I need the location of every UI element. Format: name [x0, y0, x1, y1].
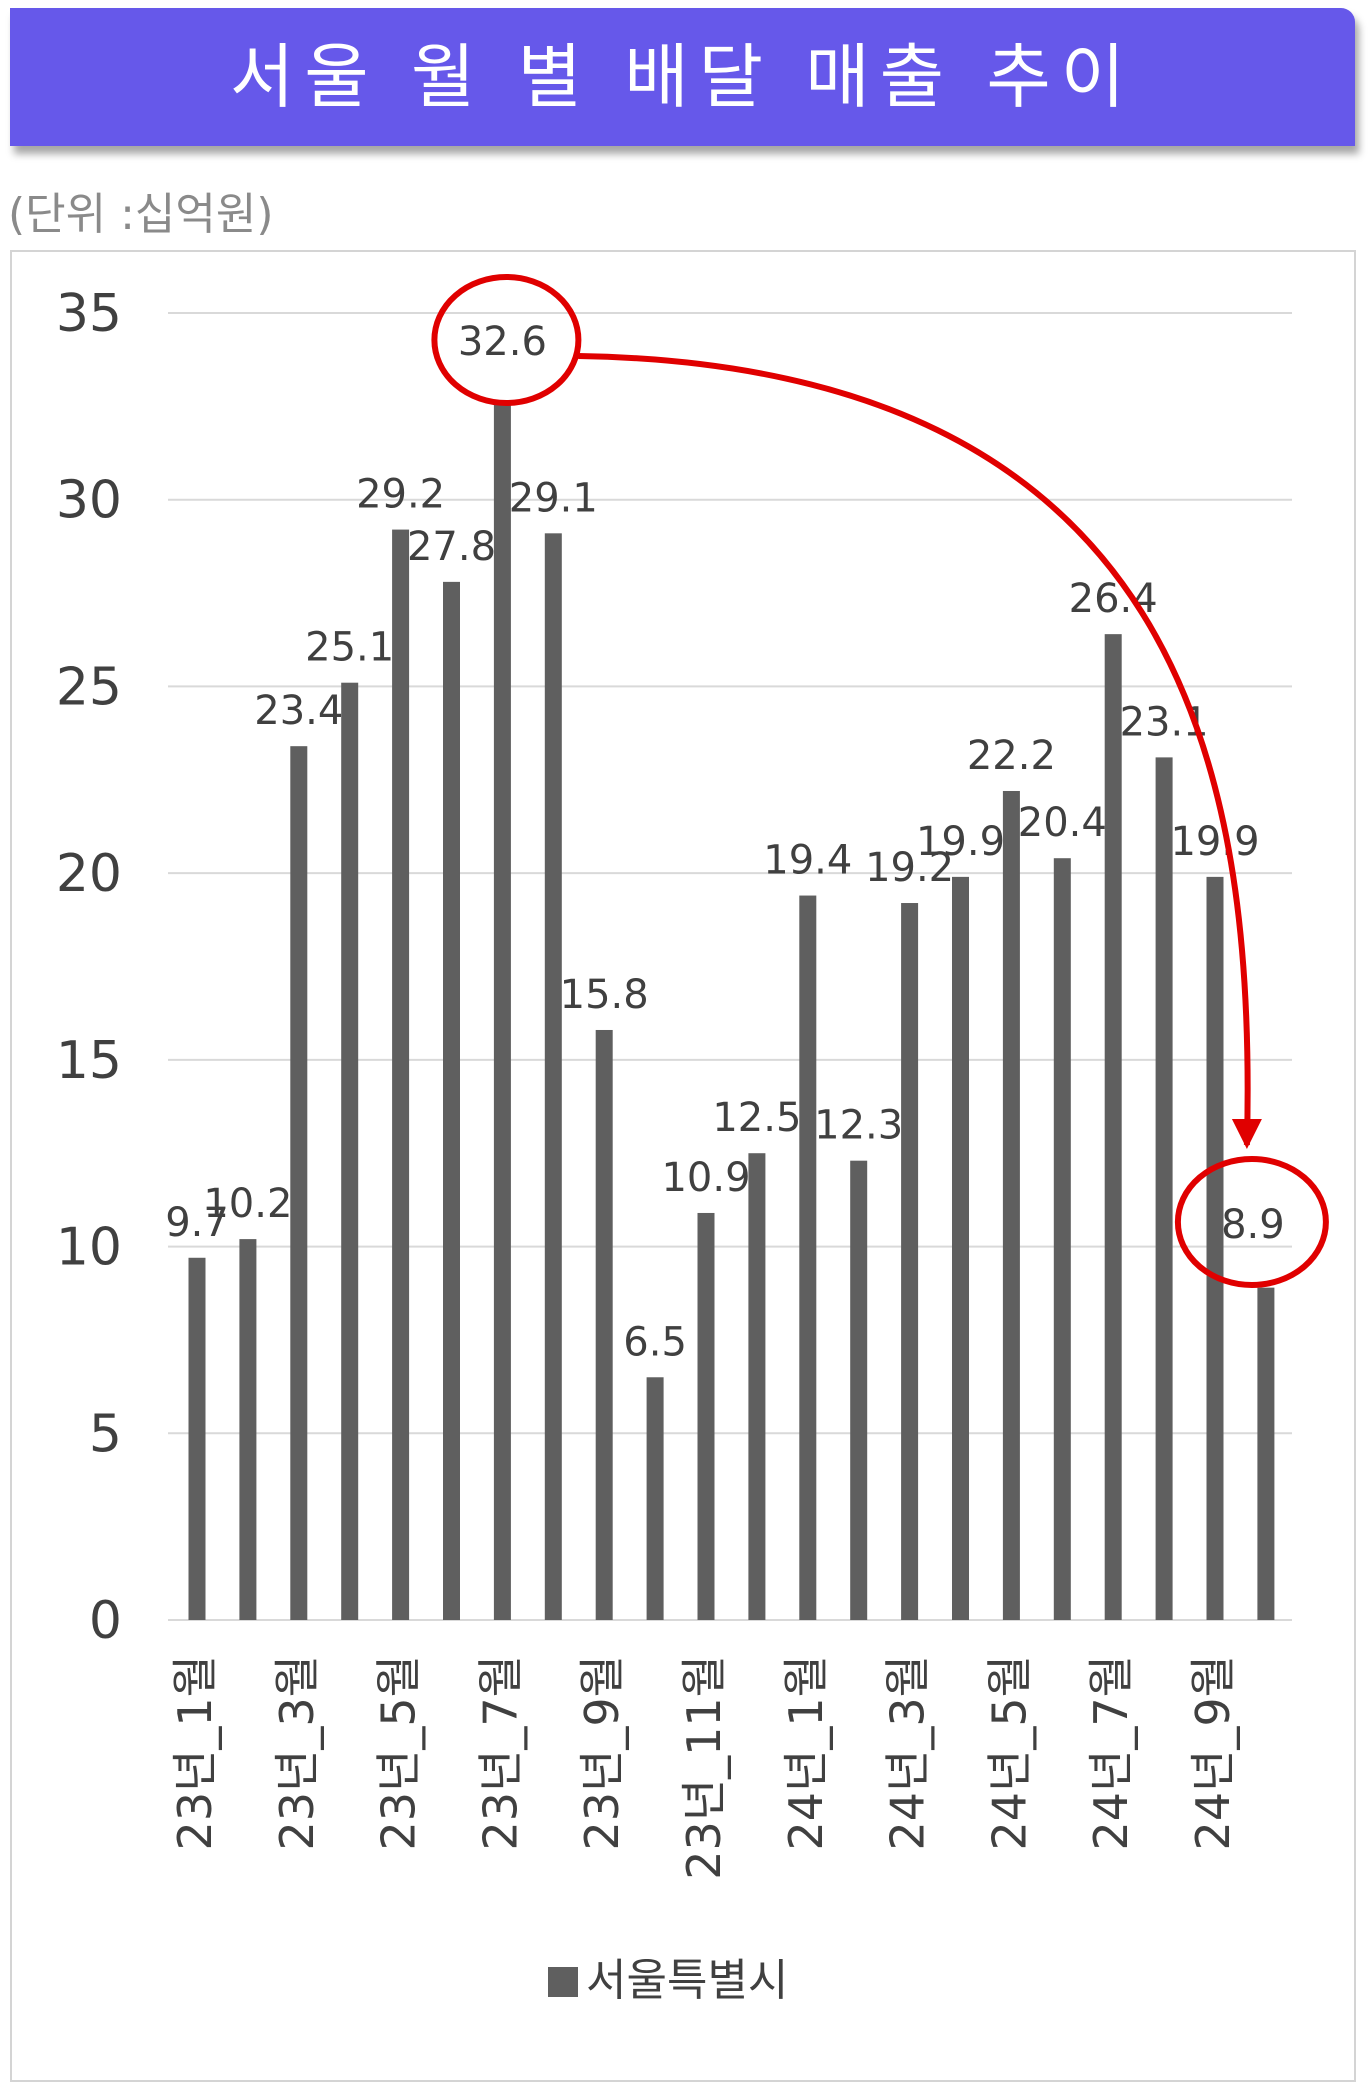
bar: [595, 1029, 613, 1620]
y-tick-label: 20: [56, 844, 122, 904]
x-tick-label: 24년_3월: [881, 1655, 935, 1850]
bar: [1053, 858, 1071, 1620]
data-label: 9.7: [165, 1200, 229, 1246]
annotation-arrow-line: [578, 353, 1251, 1146]
data-label: 6.5: [623, 1319, 687, 1365]
legend-label: 서울특별시: [586, 1955, 788, 2006]
bar: [1002, 790, 1020, 1620]
x-tick-label: 23년_5월: [372, 1655, 426, 1850]
data-label: 10.9: [661, 1155, 750, 1201]
bar: [1206, 876, 1224, 1620]
data-label: 23.4: [254, 688, 343, 734]
bar: [901, 903, 919, 1620]
data-label: 19.2: [865, 845, 954, 891]
bar: [1257, 1287, 1275, 1620]
bar: [290, 746, 308, 1620]
y-tick-label: 30: [56, 471, 122, 531]
data-label: 29.1: [509, 475, 598, 521]
bar: [646, 1377, 664, 1620]
y-tick-label: 15: [56, 1031, 122, 1091]
data-label: 22.2: [967, 733, 1056, 779]
data-label: 32.6: [458, 319, 547, 365]
x-tick-label: 23년_11월: [677, 1655, 731, 1880]
bar: [1104, 634, 1122, 1620]
data-label: 8.9: [1221, 1202, 1285, 1248]
bar: [952, 876, 969, 1620]
bar: [392, 529, 410, 1620]
bar: [544, 533, 562, 1620]
data-label: 10.2: [203, 1181, 292, 1227]
data-label: 19.4: [763, 838, 852, 884]
bar: [443, 581, 460, 1620]
data-label: 15.8: [560, 972, 649, 1018]
page-title: 서울 월 별 배달 매출 추이: [229, 36, 1136, 118]
highlight-circle: [1174, 1156, 1329, 1288]
bar: [697, 1212, 715, 1620]
unit-label: (단위 :십억원): [8, 189, 274, 240]
bar: [239, 1239, 257, 1620]
x-tick-label: 23년_7월: [473, 1655, 527, 1850]
data-label: 19.9: [1170, 819, 1259, 865]
data-label: 12.5: [712, 1095, 801, 1141]
bar: [341, 682, 359, 1620]
title-banner: 서울 월 별 배달 매출 추이: [10, 8, 1355, 146]
bar: [850, 1160, 868, 1620]
x-tick-label: 24년_5월: [982, 1655, 1036, 1850]
y-tick-label: 5: [89, 1404, 122, 1464]
y-tick-label: 0: [89, 1591, 122, 1651]
y-tick-label: 10: [56, 1218, 122, 1278]
x-tick-label: 24년_7월: [1084, 1655, 1138, 1850]
bar: [1155, 757, 1173, 1620]
x-tick-label: 23년_3월: [270, 1655, 324, 1850]
highlight-circle: [431, 274, 582, 406]
x-tick-label: 23년_1월: [168, 1655, 222, 1850]
x-tick-label: 23년_9월: [575, 1655, 629, 1850]
data-label: 12.3: [814, 1103, 903, 1149]
bar: [748, 1153, 766, 1620]
data-label: 27.8: [407, 524, 496, 570]
bar: [493, 402, 511, 1621]
y-tick-label: 35: [56, 284, 122, 344]
data-label: 19.9: [916, 819, 1005, 865]
x-tick-label: 24년_9월: [1186, 1655, 1240, 1850]
bar: [799, 895, 817, 1620]
data-label: 20.4: [1018, 800, 1107, 846]
annotation-arrowhead: [1231, 1119, 1262, 1149]
data-label: 25.1: [305, 625, 394, 671]
bar: [188, 1257, 206, 1620]
y-tick-label: 25: [56, 657, 122, 717]
chart-frame: [10, 250, 1356, 2082]
legend-swatch: [548, 1967, 578, 1997]
x-tick-label: 24년_1월: [779, 1655, 833, 1850]
data-label: 29.2: [356, 472, 445, 518]
